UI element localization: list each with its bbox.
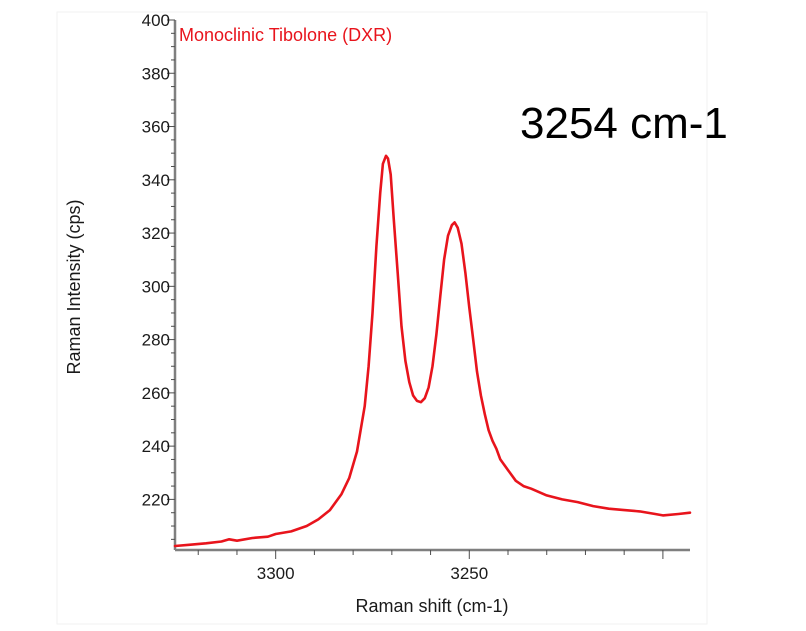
y-tick-label: 400 [142,11,170,30]
series-label: Monoclinic Tibolone (DXR) [179,25,392,45]
y-tick-label: 220 [142,490,170,509]
plot-frame-background [56,11,708,625]
y-axis: 220 240 260 280 300 320 340 360 380 400 [142,11,177,550]
peak-annotation: 3254 cm-1 [520,99,728,148]
x-axis-title: Raman shift (cm-1) [355,596,508,616]
y-tick-label: 260 [142,384,170,403]
y-tick-label: 380 [142,64,170,83]
y-tick-label: 240 [142,437,170,456]
x-tick-label: 3300 [257,564,295,583]
y-tick-label: 280 [142,331,170,350]
x-axis: 3300 3250 [175,548,690,583]
y-axis-title: Raman Intensity (cps) [64,199,84,374]
y-tick-label: 320 [142,224,170,243]
x-tick-label: 3250 [450,564,488,583]
y-tick-label: 300 [142,277,170,296]
y-tick-label: 360 [142,118,170,137]
y-tick-label: 340 [142,171,170,190]
series-layer [173,154,692,548]
series-line-0 [173,154,692,548]
